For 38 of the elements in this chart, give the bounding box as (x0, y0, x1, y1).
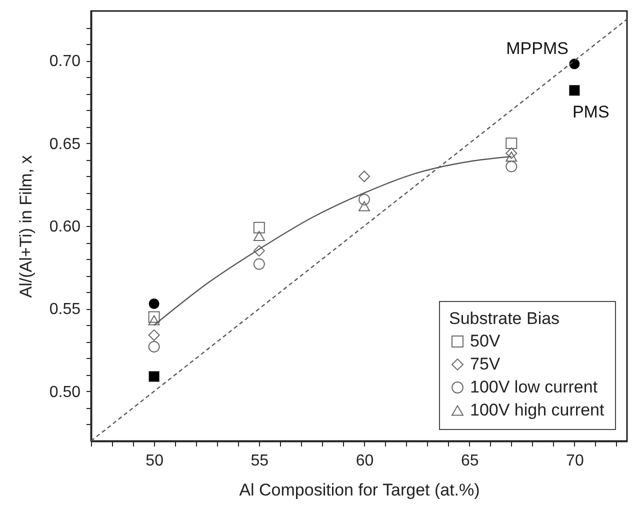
x-axis-title: Al Composition for Target (at.%) (239, 480, 480, 500)
x-tick-label: 50 (146, 452, 164, 470)
legend-label: 100V high current (470, 400, 604, 420)
point (506, 160, 518, 172)
point (358, 194, 370, 206)
y-tick-label: 0.55 (49, 301, 81, 318)
point (506, 138, 518, 150)
y-tick-label: 0.60 (49, 218, 81, 236)
point (358, 170, 370, 182)
point (148, 371, 160, 382)
legend-title: Substrate Bias (449, 309, 560, 328)
y-tick-label: 0.50 (49, 384, 81, 401)
point (253, 230, 265, 241)
point (148, 329, 160, 341)
point (148, 315, 160, 326)
point (506, 147, 518, 159)
point (253, 245, 265, 257)
annotation: PMS (572, 102, 610, 122)
y-axis-title: Al/(Al+Ti) in Film, x (16, 154, 36, 298)
x-tick-label: 55 (250, 452, 269, 470)
x-tick-label: 60 (356, 452, 374, 470)
point (358, 201, 370, 212)
annotation: MPPMS (506, 38, 568, 58)
point (148, 311, 160, 323)
legend-label: 100V low current (470, 378, 598, 396)
legend-label: 75V (470, 354, 501, 374)
y-tick-label: 0.65 (49, 136, 81, 153)
point (148, 340, 160, 352)
legend-label: 50V (470, 332, 501, 350)
point (253, 222, 265, 234)
point (569, 58, 580, 70)
point (569, 85, 580, 96)
y-tick-label: 0.70 (49, 53, 81, 70)
x-tick-label: 70 (566, 452, 584, 470)
x-tick-label: 65 (460, 452, 479, 470)
point (253, 258, 265, 270)
point (148, 298, 160, 309)
point (506, 151, 518, 162)
